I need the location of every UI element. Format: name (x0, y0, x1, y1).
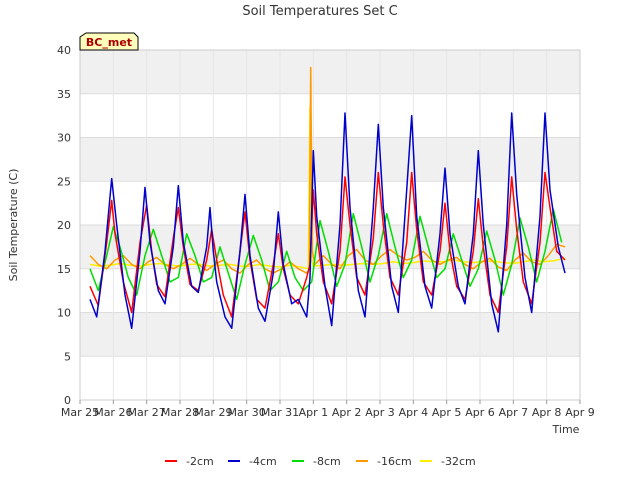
y-tick-label: 10 (57, 307, 71, 320)
plot-band (80, 181, 580, 225)
x-tick-label: Mar 30 (228, 406, 266, 419)
series-line-4cm (89, 112, 566, 333)
legend-item: -8cm (292, 455, 341, 468)
plot-band (80, 268, 580, 313)
x-tick-label: Apr 3 (365, 406, 395, 419)
y-tick-label: 5 (64, 350, 71, 363)
y-axis-ticks: 0 5 10 15 20 25 30 35 40 (57, 44, 71, 407)
plot-band (80, 356, 580, 400)
legend-item: -16cm (356, 455, 412, 468)
legend-label: -16cm (377, 455, 412, 468)
x-tick-label: Mar 28 (161, 406, 199, 419)
legend: -2cm -4cm -8cm -16cm -32cm (165, 455, 476, 468)
plot-frame (79, 49, 581, 401)
series-line-8cm (89, 208, 563, 301)
legend-item: -4cm (228, 455, 277, 468)
x-tick-label: Apr 9 (565, 406, 595, 419)
x-axis-label: Time (552, 423, 580, 436)
y-tick-label: 0 (64, 394, 71, 407)
x-tick-label: Apr 8 (532, 406, 562, 419)
x-tick-label: Apr 2 (332, 406, 362, 419)
y-tick-label: 20 (57, 219, 71, 232)
x-tick-label: Mar 27 (128, 406, 166, 419)
x-tick-label: Apr 7 (499, 406, 529, 419)
x-tick-label: Mar 31 (261, 406, 299, 419)
x-tick-label: Mar 25 (61, 406, 99, 419)
x-tick-label: Apr 1 (299, 406, 329, 419)
y-axis-label: Soil Temperature (C) (7, 169, 20, 282)
y-tick-label: 35 (57, 88, 71, 101)
plot-band (80, 137, 580, 182)
grid (79, 49, 581, 401)
plot-band (80, 93, 580, 138)
legend-label: -32cm (441, 455, 476, 468)
legend-item: -32cm (420, 455, 476, 468)
legend-item: -2cm (165, 455, 214, 468)
x-tick-label: Mar 26 (94, 406, 132, 419)
y-tick-label: 15 (57, 263, 71, 276)
x-tick-label: Apr 5 (432, 406, 462, 419)
y-tick-label: 25 (57, 175, 71, 188)
legend-label: -4cm (249, 455, 277, 468)
x-tick-label: Mar 29 (194, 406, 232, 419)
y-tick-label: 40 (57, 44, 71, 57)
site-label-box: BC_met (79, 32, 139, 51)
series-line-16cm (89, 66, 566, 274)
series-layer (89, 66, 566, 333)
site-label-frame (79, 32, 139, 51)
site-label: BC_met (86, 36, 132, 49)
legend-label: -2cm (186, 455, 214, 468)
y-tick-label: 30 (57, 132, 71, 145)
x-tick-label: Apr 6 (465, 406, 495, 419)
chart-title: Soil Temperatures Set C (242, 4, 397, 19)
legend-label: -8cm (313, 455, 341, 468)
x-tick-label: Apr 4 (399, 406, 429, 419)
plot-band (80, 50, 580, 94)
